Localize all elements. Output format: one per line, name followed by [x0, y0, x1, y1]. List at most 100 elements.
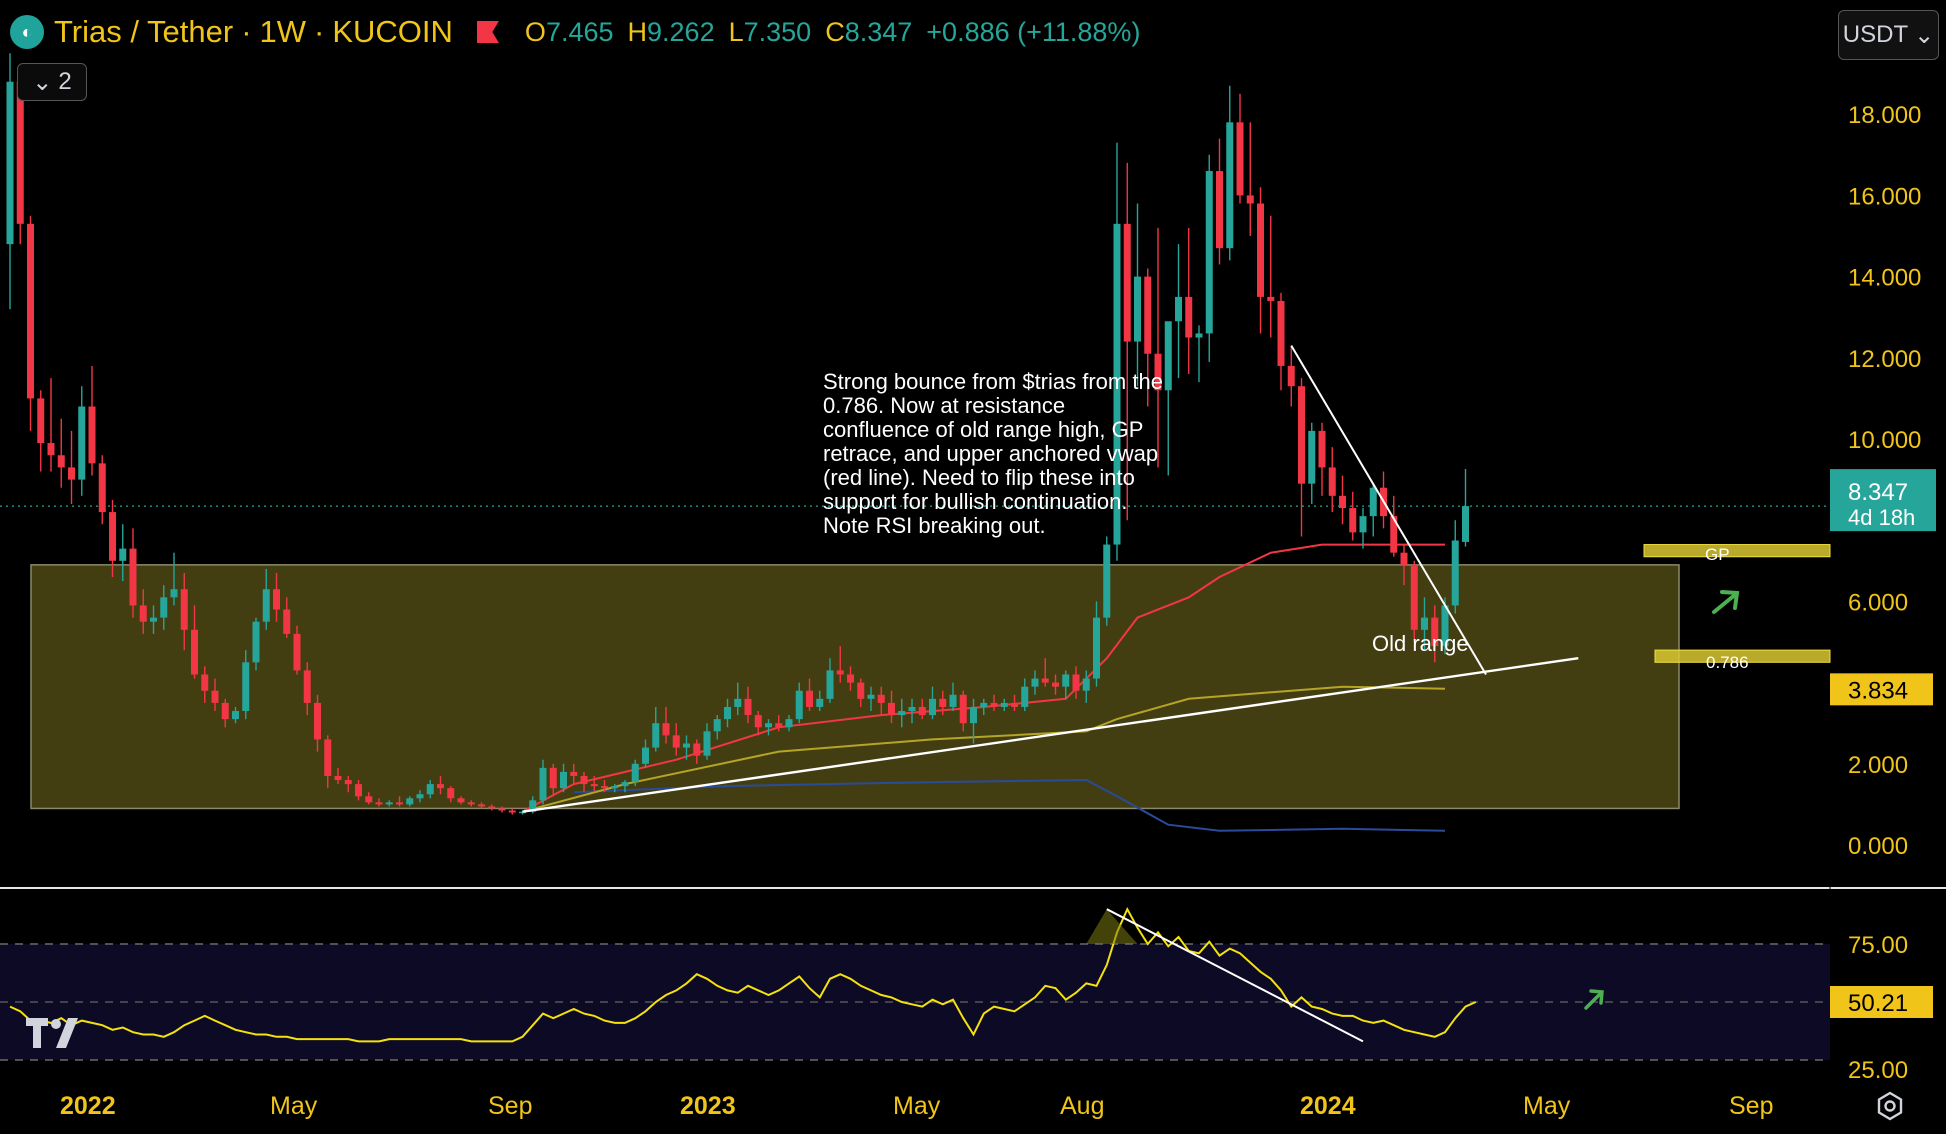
candle-body[interactable]: [1287, 365, 1295, 387]
candle-body[interactable]: [519, 811, 526, 814]
vwap-lower-line[interactable]: [573, 778, 1446, 832]
candle-body[interactable]: [344, 780, 352, 785]
candle-body[interactable]: [1144, 276, 1152, 354]
candle-body[interactable]: [1236, 122, 1244, 196]
candle-body[interactable]: [939, 698, 947, 707]
candle-body[interactable]: [560, 771, 567, 789]
candle-body[interactable]: [980, 702, 988, 707]
candle-body[interactable]: [355, 784, 362, 797]
rsi-value-tag[interactable]: [1830, 986, 1933, 1018]
candle-body[interactable]: [601, 786, 608, 789]
indicators-collapse-button[interactable]: ⌄ 2: [17, 63, 87, 101]
candle-body[interactable]: [724, 706, 731, 720]
candle-body[interactable]: [324, 739, 332, 776]
candle-body[interactable]: [570, 771, 578, 776]
candle-body[interactable]: [211, 690, 219, 703]
candle-body[interactable]: [631, 763, 639, 783]
candle-body[interactable]: [467, 802, 475, 805]
candle-body[interactable]: [1052, 682, 1059, 687]
candle-body[interactable]: [508, 810, 516, 813]
candle-body[interactable]: [1041, 678, 1049, 683]
candle-body[interactable]: [1451, 540, 1459, 606]
candle-body[interactable]: [375, 802, 383, 805]
candle-body[interactable]: [170, 589, 178, 598]
candle-body[interactable]: [1400, 552, 1408, 565]
candle-body[interactable]: [795, 690, 803, 720]
candle-body[interactable]: [406, 798, 414, 805]
candle-body[interactable]: [221, 702, 229, 720]
candle-body[interactable]: [1339, 495, 1346, 509]
candle-body[interactable]: [1093, 617, 1100, 679]
rsi-trendline[interactable]: [1106, 908, 1364, 1043]
rsi-line[interactable]: [9, 906, 1477, 1043]
candle-body[interactable]: [1000, 702, 1008, 707]
candle-body[interactable]: [1134, 276, 1141, 342]
candle-body[interactable]: [713, 719, 721, 732]
candle-body[interactable]: [457, 798, 465, 803]
candle-body[interactable]: [1195, 333, 1203, 338]
candle-body[interactable]: [1205, 171, 1213, 334]
candle-body[interactable]: [1103, 544, 1111, 618]
candle-body[interactable]: [1410, 564, 1418, 630]
candle-body[interactable]: [37, 398, 45, 444]
fib-0786-zone[interactable]: [1654, 649, 1831, 663]
candle-body[interactable]: [836, 670, 844, 675]
candle-body[interactable]: [1011, 702, 1018, 707]
candle-body[interactable]: [888, 702, 895, 716]
settings-gear-icon[interactable]: [1874, 1090, 1906, 1122]
candle-body[interactable]: [1072, 674, 1080, 691]
flag-icon[interactable]: [476, 21, 499, 43]
candle-body[interactable]: [703, 731, 711, 756]
candle-body[interactable]: [232, 711, 239, 720]
vwap-mid-line[interactable]: [522, 685, 1446, 813]
candle-body[interactable]: [252, 621, 260, 663]
candle-body[interactable]: [119, 548, 127, 561]
candle-body[interactable]: [539, 767, 547, 801]
candle-body[interactable]: [293, 633, 301, 671]
candle-body[interactable]: [549, 767, 557, 789]
candle-body[interactable]: [765, 723, 772, 728]
level-tag[interactable]: [1830, 673, 1933, 706]
candle-body[interactable]: [68, 467, 75, 480]
candle-body[interactable]: [98, 463, 106, 513]
candle-body[interactable]: [488, 806, 496, 809]
candle-body[interactable]: [1185, 296, 1193, 338]
candle-body[interactable]: [396, 802, 403, 805]
candle-body[interactable]: [1431, 617, 1439, 647]
candle-body[interactable]: [385, 802, 393, 805]
candle-body[interactable]: [806, 690, 813, 707]
candle-body[interactable]: [744, 698, 752, 716]
candle-body[interactable]: [970, 706, 977, 724]
candle-body[interactable]: [262, 589, 270, 622]
candle-body[interactable]: [478, 804, 485, 807]
candle-body[interactable]: [129, 548, 137, 606]
analysis-note[interactable]: Strong bounce from $trias from the 0.786…: [823, 369, 1163, 538]
candle-body[interactable]: [683, 743, 690, 748]
candle-body[interactable]: [1257, 203, 1264, 297]
candle-body[interactable]: [1154, 353, 1162, 391]
candle-body[interactable]: [1390, 516, 1398, 553]
candle-body[interactable]: [303, 670, 311, 703]
candle-body[interactable]: [283, 609, 291, 634]
candle-body[interactable]: [334, 775, 342, 781]
candle-body[interactable]: [1226, 122, 1234, 249]
candle-body[interactable]: [1062, 674, 1070, 687]
candle-body[interactable]: [1328, 467, 1336, 496]
candle-body[interactable]: [672, 735, 680, 748]
candle-body[interactable]: [180, 589, 188, 630]
candle-body[interactable]: [877, 694, 885, 703]
price-tag[interactable]: [1830, 469, 1936, 532]
candle-body[interactable]: [785, 719, 793, 728]
candle-body[interactable]: [642, 747, 649, 764]
candle-body[interactable]: [447, 788, 455, 799]
candle-body[interactable]: [1349, 508, 1357, 533]
candle-body[interactable]: [1308, 430, 1316, 484]
candle-body[interactable]: [109, 512, 116, 561]
candle-body[interactable]: [416, 794, 424, 799]
candle-body[interactable]: [1031, 678, 1039, 687]
candle-body[interactable]: [365, 796, 373, 803]
candle-body[interactable]: [1164, 321, 1172, 391]
candle-body[interactable]: [590, 784, 598, 787]
candle-body[interactable]: [918, 706, 926, 716]
